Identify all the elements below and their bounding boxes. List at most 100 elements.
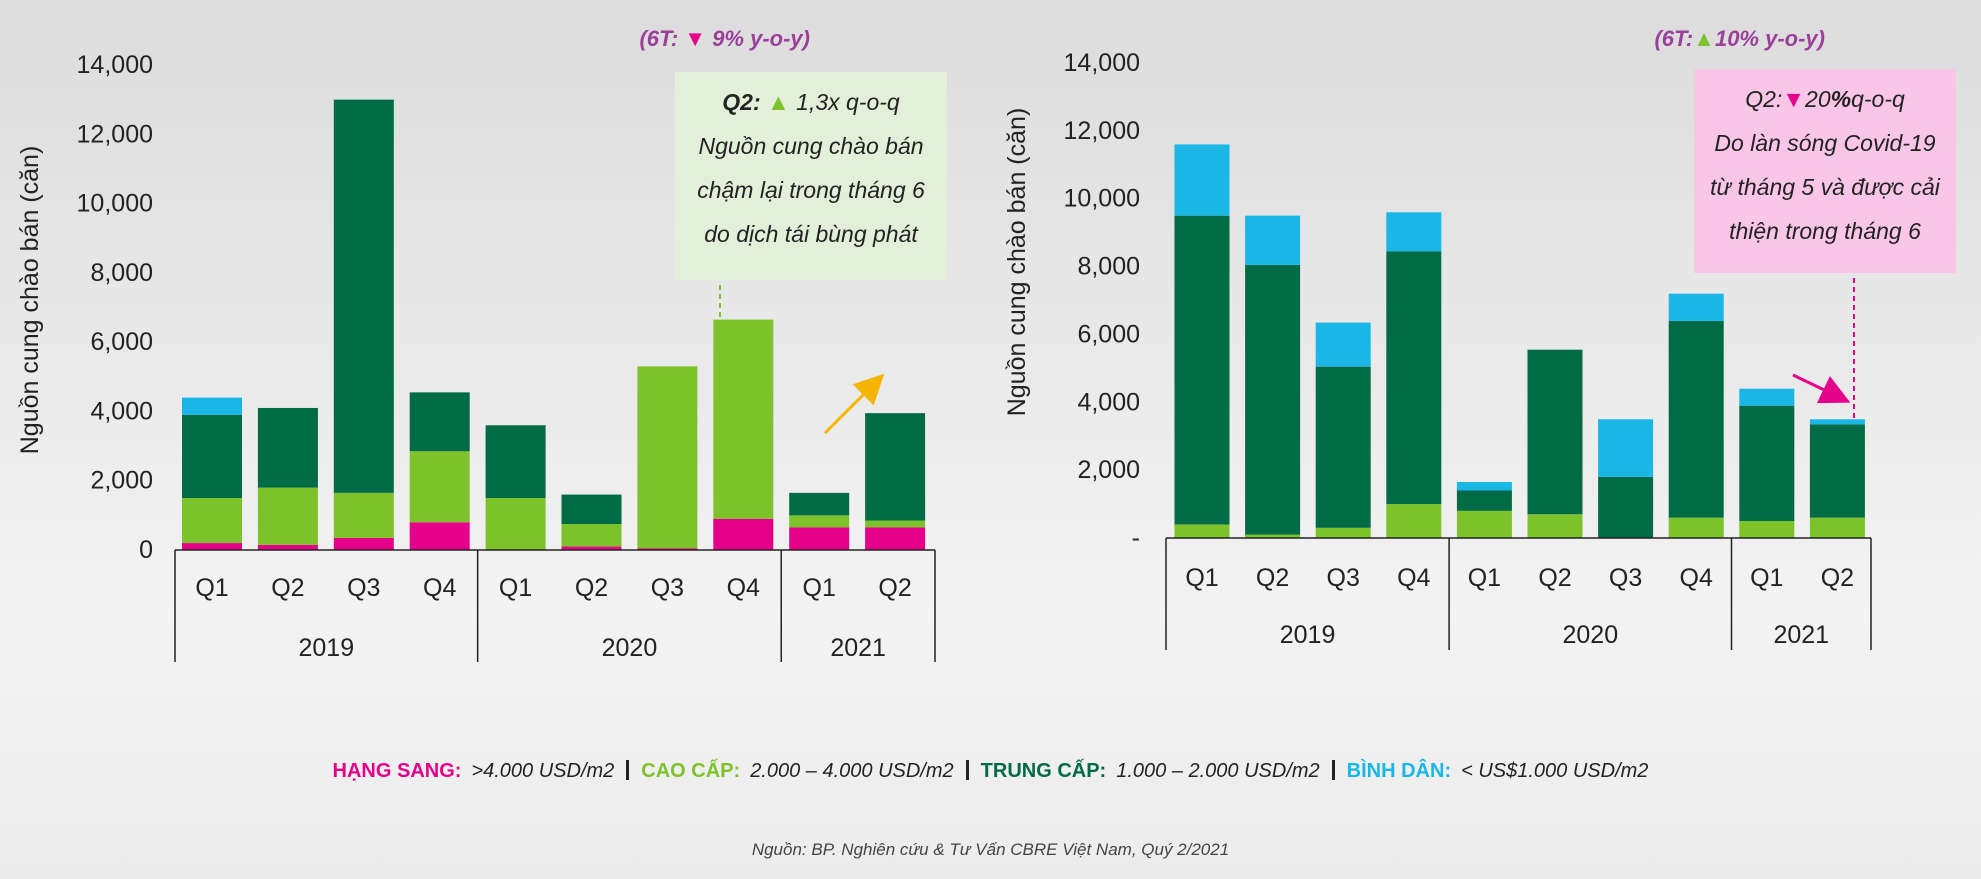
y-tick-label: 14,000	[77, 51, 153, 79]
legend: HẠNG SANG: >4.000 USD/m2 CAO CẤP: 2.000 – 4…	[0, 760, 1981, 783]
callout-line: Q2: ▲ 1,3x q-o-q	[722, 89, 900, 115]
bar-segment	[1174, 524, 1230, 538]
legend-label: HẠNG SANG:	[332, 760, 462, 782]
callout-part: Nguồn cung chào bán	[698, 133, 923, 159]
x-tick-label: Q2	[1538, 564, 1571, 592]
x-tick-label: Q1	[195, 574, 228, 602]
callout-part: Do làn sóng Covid-19	[1714, 130, 1935, 156]
bar-segment	[485, 425, 546, 499]
callout-part: do dịch tái bùng phát	[704, 221, 919, 247]
bar-segment	[1174, 144, 1230, 216]
bar-segment	[1739, 388, 1795, 406]
group-label: 2021	[830, 634, 886, 662]
legend-label: BÌNH DÂN:	[1346, 760, 1452, 782]
bar-segment	[257, 544, 318, 550]
bar-segment	[409, 451, 470, 523]
bar-segment	[257, 407, 318, 488]
callout-part: Q2:	[1745, 86, 1782, 112]
note-part: 9% y-o-y)	[706, 26, 810, 51]
annotation-note: (6T:▲10% y-o-y)	[1654, 26, 1825, 51]
x-tick-label: Q3	[347, 574, 380, 602]
bar-segment	[1456, 510, 1512, 538]
group-label: 2019	[299, 634, 355, 662]
bar-segment	[1315, 527, 1371, 538]
y-tick-label: 4,000	[1077, 388, 1140, 416]
y-tick-label: 10,000	[1064, 185, 1140, 213]
y-tick-label: 12,000	[1064, 117, 1140, 145]
legend-label: TRUNG CẤP:	[980, 760, 1107, 782]
bar-segment	[333, 99, 394, 493]
callout-part: %	[1831, 86, 1851, 112]
x-tick-label: Q3	[1327, 564, 1360, 592]
x-tick-label: Q1	[1750, 564, 1783, 592]
y-tick-label: 0	[139, 536, 153, 564]
bar-segment	[409, 522, 470, 550]
callout-box	[1694, 69, 1956, 273]
bar-segment	[182, 543, 242, 550]
bar-segment	[182, 414, 242, 499]
y-tick-label: 10,000	[77, 190, 153, 218]
bar-segment	[789, 527, 850, 550]
bar-segment	[1315, 322, 1371, 367]
y-tick-label: 2,000	[1077, 456, 1140, 484]
callout-part: Q2:	[722, 89, 767, 115]
y-axis-label: Nguồn cung chào bán (căn)	[1003, 108, 1031, 417]
bar-segment	[1809, 424, 1865, 518]
legend-note: < US$1.000 USD/m2	[1461, 760, 1649, 782]
legend-note: 1.000 – 2.000 USD/m2	[1116, 760, 1320, 782]
bar-segment	[713, 319, 774, 519]
bar-segment	[1739, 521, 1795, 538]
legend-separator	[1331, 760, 1335, 780]
x-tick-label: Q2	[271, 574, 304, 602]
y-tick-label: 8,000	[1077, 253, 1140, 281]
trend-arrow	[1792, 373, 1851, 404]
callout-part: 20	[1804, 86, 1831, 112]
bar-segment	[1386, 251, 1442, 505]
bar-segment	[1668, 320, 1724, 518]
bar-segment	[561, 494, 622, 525]
callout-part: thiện trong tháng 6	[1729, 218, 1921, 244]
bar-segment	[789, 515, 850, 528]
bar-segment	[1527, 349, 1583, 515]
bar-segment	[1315, 366, 1371, 528]
bar-segment	[1456, 482, 1512, 491]
bar-segment	[333, 492, 394, 538]
callout-part: từ tháng 5 và được cải	[1710, 174, 1941, 200]
bar-segment	[865, 520, 926, 528]
bar-segment	[182, 397, 242, 415]
x-tick-label: Q1	[499, 574, 532, 602]
trend-arrow	[823, 373, 885, 435]
note-part: (6T:	[639, 26, 684, 51]
bar-segment	[713, 518, 774, 550]
callout-part: 1,3x q-o-q	[790, 89, 900, 115]
bar-segment	[1245, 264, 1301, 535]
callout-line: Do làn sóng Covid-19	[1714, 130, 1935, 156]
bar-segment	[1598, 476, 1654, 538]
bar-segment	[561, 524, 622, 547]
bar-segment	[865, 527, 926, 550]
x-tick-label: Q4	[1680, 564, 1713, 592]
x-tick-label: Q1	[1468, 564, 1501, 592]
bar-segment	[1668, 517, 1724, 538]
callout-box	[675, 72, 947, 280]
bar-segment	[1527, 514, 1583, 538]
bar-segment	[1386, 212, 1442, 252]
callout-line: Q2:▼20%q-o-q	[1745, 86, 1905, 112]
x-tick-label: Q4	[423, 574, 456, 602]
group-label: 2019	[1280, 621, 1336, 649]
callout-part: chậm lại trong tháng 6	[697, 177, 925, 203]
x-tick-label: Q3	[1609, 564, 1642, 592]
legend-separator	[965, 760, 969, 780]
y-axis-label: Nguồn cung chào bán (căn)	[16, 146, 44, 455]
annotation-note: (6T: ▼ 9% y-o-y)	[639, 26, 810, 51]
note-part: (6T:	[1654, 26, 1693, 51]
bar-segment	[1456, 490, 1512, 511]
callout-line: thiện trong tháng 6	[1729, 218, 1921, 244]
legend-note: >4.000 USD/m2	[471, 760, 615, 782]
callout-part: ▼	[1782, 86, 1805, 112]
x-tick-label: Q1	[1185, 564, 1218, 592]
legend-label: CAO CẤP:	[641, 760, 741, 782]
x-tick-label: Q3	[651, 574, 684, 602]
